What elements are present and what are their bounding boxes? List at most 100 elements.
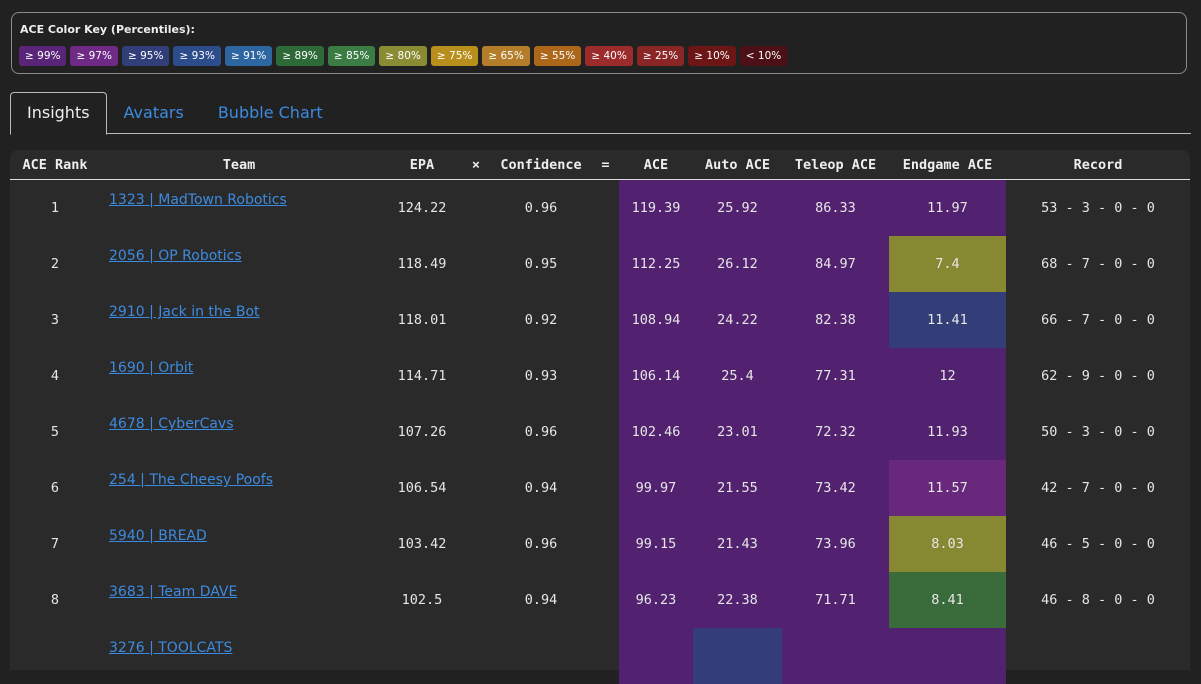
team-link[interactable]: 1690 | Orbit (109, 360, 194, 376)
confidence-cell: 0.94 (524, 592, 558, 608)
team-link[interactable]: 3276 | TOOLCATS (109, 640, 233, 656)
color-key-chip: ≥ 99% (19, 46, 67, 66)
teleop-cell: 77.31 (782, 348, 889, 404)
rank-cell: 7 (50, 536, 60, 552)
team-link[interactable]: 4678 | CyberCavs (109, 416, 234, 432)
rank-cell: 1 (50, 200, 60, 216)
color-key-chip: ≥ 85% (327, 46, 376, 66)
table-row: 3276 | TOOLCATS (10, 628, 1190, 684)
team-link[interactable]: 2056 | OP Robotics (109, 248, 242, 264)
epa-cell: 124.22 (397, 200, 447, 216)
team-cell: 2910 | Jack in the Bot (109, 292, 389, 348)
teleop-cell (782, 628, 889, 684)
endgame-cell: 12 (889, 348, 1006, 404)
tab[interactable]: Insights (10, 92, 107, 135)
column-header: Record (1073, 156, 1123, 173)
table-row: 4 1690 | Orbit 114.71 0.93 106.14 25.4 77.31 12… (10, 348, 1190, 404)
color-key-chip: ≥ 91% (224, 46, 273, 66)
epa-cell: 118.49 (397, 256, 447, 272)
confidence-cell (490, 628, 592, 684)
team-cell: 2056 | OP Robotics (109, 236, 389, 292)
auto-cell: 21.55 (693, 460, 782, 516)
teleop-cell: 82.38 (782, 292, 889, 348)
teleop-cell: 71.71 (782, 572, 889, 628)
endgame-cell: 8.41 (889, 572, 1006, 628)
rank-cell: 3 (50, 312, 60, 328)
rank-cell: 5 (50, 424, 60, 440)
team-link[interactable]: 5940 | BREAD (109, 528, 207, 544)
color-key-chip: ≥ 89% (276, 46, 324, 66)
team-cell: 4678 | CyberCavs (109, 404, 389, 460)
color-key-chip: ≥ 55% (533, 46, 582, 66)
ace-cell: 106.14 (619, 348, 693, 404)
confidence-cell: 0.93 (524, 368, 558, 384)
ace-cell: 99.15 (619, 516, 693, 572)
auto-cell: 26.12 (693, 236, 782, 292)
table-row: 7 5940 | BREAD 103.42 0.96 99.15 21.43 73.96 8.… (10, 516, 1190, 572)
record-cell (1006, 628, 1190, 684)
confidence-cell: 0.96 (524, 200, 558, 216)
column-header: × (471, 156, 481, 173)
auto-cell: 23.01 (693, 404, 782, 460)
record-cell: 66 - 7 - 0 - 0 (1041, 312, 1155, 328)
record-cell: 68 - 7 - 0 - 0 (1041, 256, 1155, 272)
auto-cell: 21.43 (693, 516, 782, 572)
epa-cell: 107.26 (397, 424, 447, 440)
team-link[interactable]: 2910 | Jack in the Bot (109, 304, 260, 320)
page: ACE Color Key (Percentiles): ≥ 99% ≥ 97% ≥… (10, 12, 1191, 684)
ace-cell: 108.94 (619, 292, 693, 348)
record-cell: 53 - 3 - 0 - 0 (1041, 200, 1155, 216)
column-header: Endgame ACE (902, 156, 993, 173)
color-key-chip: ≥ 10% (688, 46, 736, 66)
color-key-title: ACE Color Key (Percentiles): (20, 23, 195, 36)
endgame-cell (889, 628, 1006, 684)
tab[interactable]: Avatars (123, 103, 184, 122)
color-key-chip: ≥ 80% (379, 46, 427, 66)
confidence-cell: 0.95 (524, 256, 558, 272)
color-key: ACE Color Key (Percentiles): ≥ 99% ≥ 97% ≥… (11, 12, 1187, 74)
table-row: 3 2910 | Jack in the Bot 118.01 0.92 108.94 2… (10, 292, 1190, 348)
teleop-cell: 73.96 (782, 516, 889, 572)
ace-cell: 112.25 (619, 236, 693, 292)
team-cell: 1690 | Orbit (109, 348, 389, 404)
table-header: ACE Rank Team EPA × Confidence = ACE Auto ACE Te… (10, 150, 1190, 180)
table-row: 2 2056 | OP Robotics 118.49 0.95 112.25 26.12… (10, 236, 1190, 292)
endgame-cell: 11.93 (889, 404, 1006, 460)
rank-cell: 6 (50, 480, 60, 496)
endgame-cell: 8.03 (889, 516, 1006, 572)
table-row: 8 3683 | Team DAVE 102.5 0.94 96.23 22.38 71.7… (10, 572, 1190, 628)
epa-cell: 103.42 (397, 536, 447, 552)
confidence-cell: 0.92 (524, 312, 558, 328)
team-link[interactable]: 3683 | Team DAVE (109, 584, 238, 600)
color-key-chip: ≥ 25% (636, 46, 685, 66)
teleop-cell: 84.97 (782, 236, 889, 292)
teleop-cell: 73.42 (782, 460, 889, 516)
team-cell: 3683 | Team DAVE (109, 572, 389, 628)
column-header: Confidence (500, 156, 582, 173)
ace-cell: 99.97 (619, 460, 693, 516)
table-row: 6 254 | The Cheesy Poofs 106.54 0.94 99.97 21… (10, 460, 1190, 516)
tab[interactable]: Bubble Chart (217, 103, 323, 122)
endgame-cell: 7.4 (889, 236, 1006, 292)
auto-cell (693, 628, 782, 684)
team-link[interactable]: 254 | The Cheesy Poofs (109, 472, 274, 488)
rank-cell: 8 (50, 592, 60, 608)
team-cell: 3276 | TOOLCATS (109, 628, 389, 684)
confidence-cell: 0.94 (524, 480, 558, 496)
team-link[interactable]: 1323 | MadTown Robotics (109, 192, 287, 208)
team-cell: 5940 | BREAD (109, 516, 389, 572)
rank-cell (10, 628, 100, 684)
ace-cell: 96.23 (619, 572, 693, 628)
teleop-cell: 86.33 (782, 180, 889, 236)
record-cell: 46 - 5 - 0 - 0 (1041, 536, 1155, 552)
ace-cell: 119.39 (619, 180, 693, 236)
column-header: Teleop ACE (794, 156, 877, 173)
color-key-chip: ≥ 97% (70, 46, 118, 66)
table: ACE Rank Team EPA × Confidence = ACE Auto ACE Te… (10, 150, 1190, 684)
auto-cell: 25.92 (693, 180, 782, 236)
epa-cell: 118.01 (397, 312, 447, 328)
record-cell: 50 - 3 - 0 - 0 (1041, 424, 1155, 440)
column-header: ACE (643, 156, 669, 173)
table-row: 5 4678 | CyberCavs 107.26 0.96 102.46 23.01 72… (10, 404, 1190, 460)
color-key-chip: ≥ 95% (121, 46, 170, 66)
